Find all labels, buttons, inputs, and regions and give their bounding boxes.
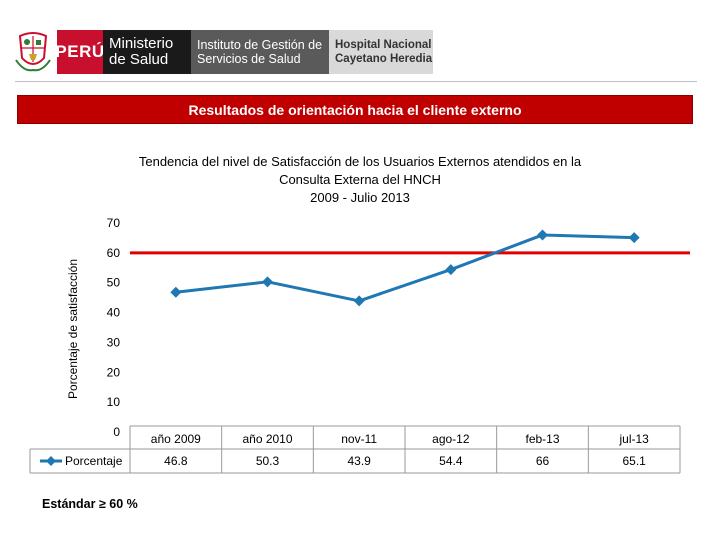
data-label-2: 43.9	[347, 454, 371, 468]
coat-of-arms-icon	[15, 32, 51, 72]
y-tick-label-4: 40	[107, 306, 121, 320]
chart-title: Tendencia del nivel de Satisfacción de l…	[60, 153, 660, 207]
logo-instituto-line1: Instituto de Gestión de	[197, 38, 323, 52]
data-point-3	[445, 264, 457, 276]
logo-hospital-line1: Hospital Nacional	[335, 39, 432, 51]
logo-ministerio: Ministerio de Salud	[103, 30, 191, 74]
y-tick-label-3: 30	[107, 335, 121, 349]
y-tick-label-2: 20	[107, 365, 121, 379]
header: PERÚ Ministerio de Salud Instituto de Ge…	[0, 0, 720, 82]
y-tick-label-0: 0	[113, 425, 120, 439]
data-point-0	[170, 286, 182, 298]
header-divider	[15, 81, 697, 82]
standard-note: Estándar ≥ 60 %	[42, 497, 138, 511]
data-point-4	[537, 229, 548, 241]
x-category-label-0: año 2009	[151, 432, 201, 446]
chart-title-line1: Tendencia del nivel de Satisfacción de l…	[138, 154, 582, 169]
x-category-label-5: jul-13	[618, 432, 649, 446]
x-category-label-1: año 2010	[242, 432, 292, 446]
data-label-5: 65.1	[622, 454, 646, 468]
data-label-4: 66	[536, 454, 550, 468]
logo-ministerio-line1: Ministerio	[109, 35, 174, 52]
data-point-1	[262, 276, 273, 288]
x-category-label-3: ago-12	[432, 432, 470, 446]
logo-instituto-line2: Servicios de Salud	[197, 52, 301, 66]
data-point-2	[353, 295, 365, 307]
section-banner: Resultados de orientación hacia el clien…	[17, 95, 693, 124]
series-line-porcentaje	[175, 233, 635, 303]
logo-peru: PERÚ	[55, 30, 104, 74]
y-tick-label-1: 10	[107, 395, 121, 409]
data-point-5	[628, 232, 640, 244]
logo-ministerio-line2: de Salud	[109, 51, 169, 68]
legend-marker	[46, 456, 56, 466]
chart-title-line2: Consulta Externa del HNCH	[279, 172, 441, 187]
chart-title-line3: 2009 - Julio 2013	[310, 190, 410, 205]
data-label-0: 46.8	[164, 454, 188, 468]
logo-hospital-line2: Cayetano Heredia	[335, 53, 433, 65]
data-label-3: 54.4	[439, 454, 463, 468]
y-tick-label-6: 60	[107, 246, 121, 260]
x-category-label-2: nov-11	[341, 432, 377, 446]
logo-instituto: Instituto de Gestión de Servicios de Sal…	[191, 30, 329, 74]
logo-hospital: Hospital Nacional Cayetano Heredia	[329, 30, 433, 74]
y-tick-label-7: 70	[107, 216, 121, 230]
ministry-logo: PERÚ Ministerio de Salud Instituto de Ge…	[55, 30, 433, 74]
legend-label: Porcentaje	[65, 454, 123, 468]
x-category-label-4: feb-13	[525, 432, 559, 446]
y-tick-label-5: 50	[107, 276, 121, 290]
data-label-1: 50.3	[256, 454, 280, 468]
